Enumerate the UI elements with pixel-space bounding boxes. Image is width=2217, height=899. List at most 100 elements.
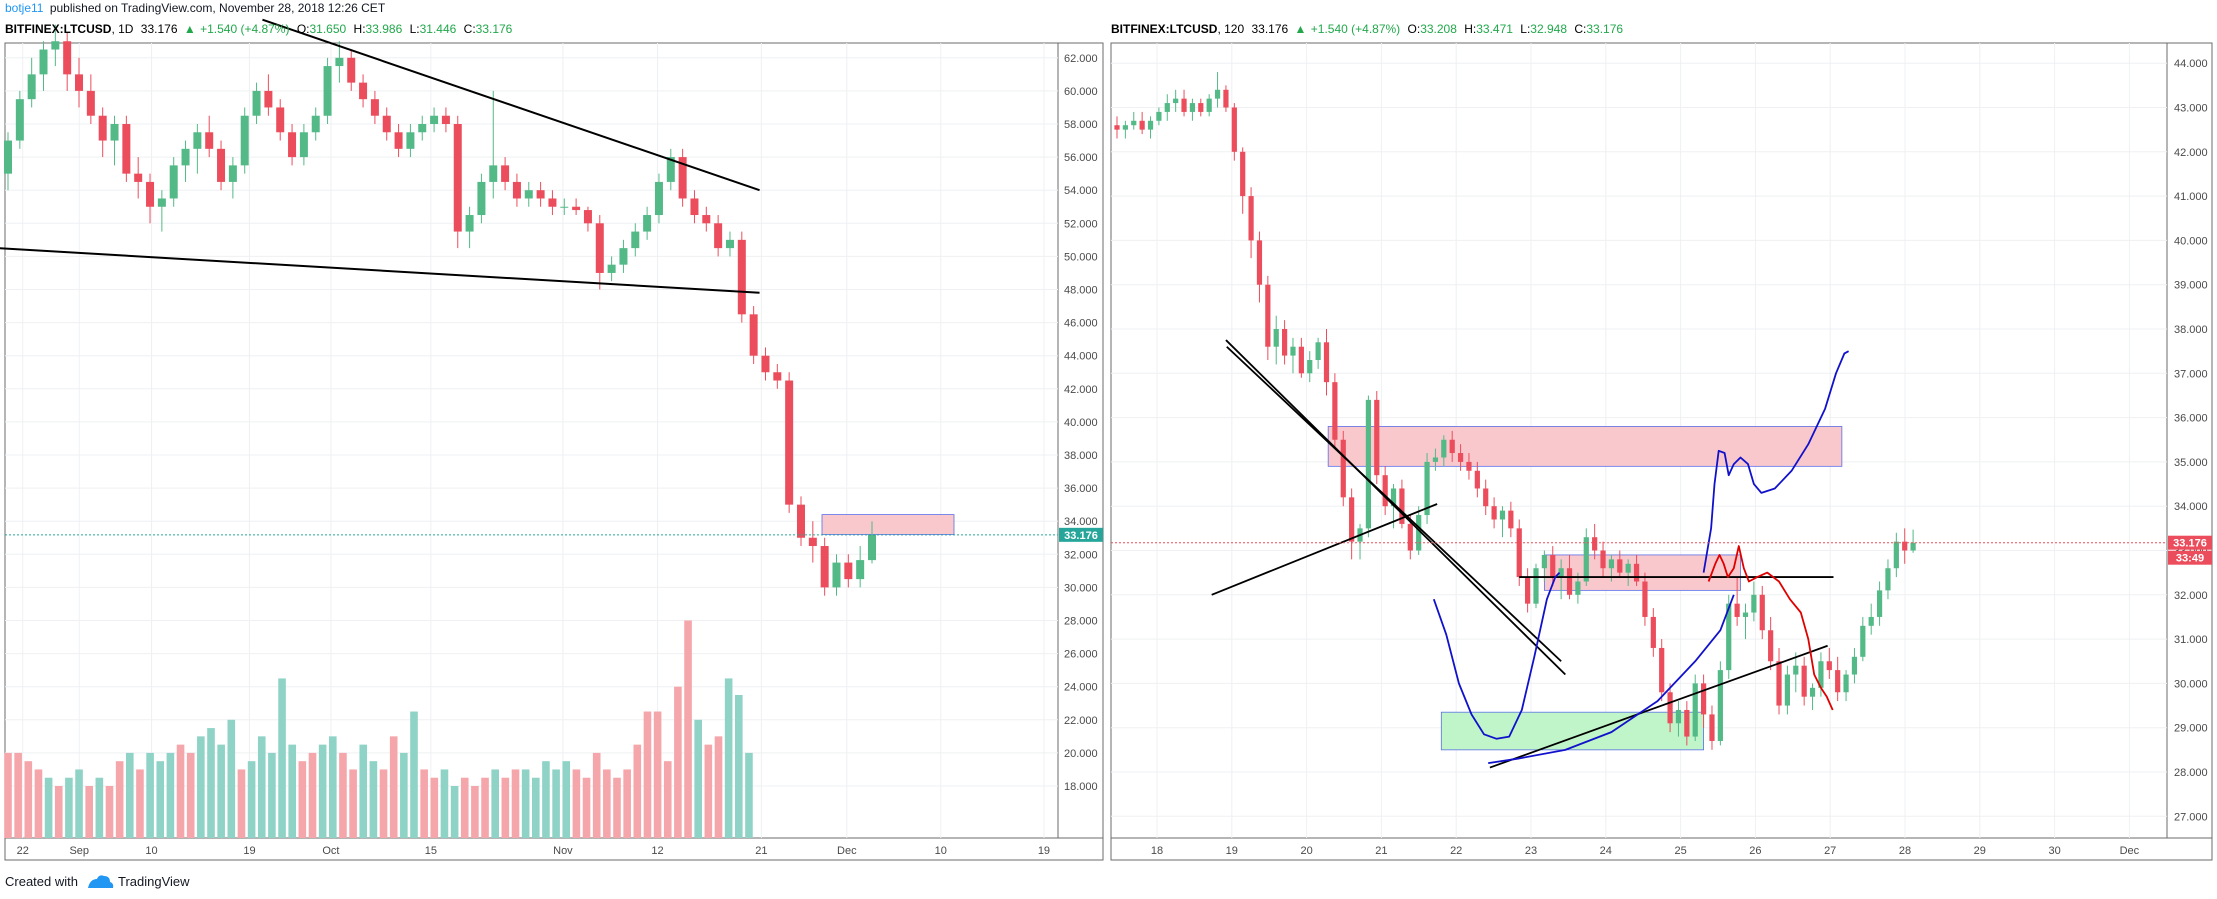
left-volume-bar bbox=[44, 777, 53, 838]
left-volume-bar bbox=[745, 752, 753, 838]
left-candle-body bbox=[157, 198, 166, 207]
left-volume-bar bbox=[166, 752, 175, 838]
right-candle-body bbox=[1307, 360, 1313, 374]
header-line: botje11 published on TradingView.com, No… bbox=[5, 1, 386, 15]
left-candle-body bbox=[347, 57, 356, 83]
left-volume-bar bbox=[349, 769, 357, 838]
left-candle-body bbox=[75, 74, 84, 91]
left-candle-body bbox=[536, 190, 545, 199]
right-candles bbox=[1114, 72, 1916, 750]
right-candle-body bbox=[1231, 107, 1237, 152]
tradingview-link[interactable]: TradingView bbox=[118, 874, 190, 889]
left-candle-body bbox=[15, 99, 24, 141]
right-y-tick-label: 38.000 bbox=[2174, 324, 2208, 336]
left-volume-bar bbox=[288, 744, 296, 838]
right-candle-body bbox=[1566, 568, 1573, 595]
right-candle-body bbox=[1525, 577, 1531, 604]
left-volume-bar bbox=[562, 761, 571, 838]
left-grid bbox=[5, 43, 1058, 838]
left-volume-bar bbox=[186, 752, 195, 838]
left-x-tick-label: Nov bbox=[553, 845, 573, 857]
left-candle-body bbox=[749, 314, 758, 356]
right-candle-body bbox=[1801, 665, 1807, 697]
left-candle-body bbox=[761, 355, 770, 373]
right-x-tick-label: 27 bbox=[1824, 845, 1836, 857]
left-y-tick-label: 44.000 bbox=[1064, 351, 1098, 363]
left-volume-bar bbox=[532, 777, 540, 838]
left-volume-bar bbox=[491, 769, 499, 838]
right-chart-panel[interactable]: 44.000 43.000 42.000 41.000 40.000 39.000 38.0… bbox=[1110, 22, 2213, 861]
right-candle-body bbox=[1114, 125, 1120, 130]
left-volume-bar bbox=[247, 761, 256, 838]
left-y-tick-label: 60.000 bbox=[1064, 86, 1098, 98]
right-x-tick-label: 26 bbox=[1749, 845, 1761, 857]
right-candle-body bbox=[1625, 563, 1631, 573]
left-volume-bar bbox=[592, 752, 601, 838]
left-zone-rect bbox=[821, 514, 955, 535]
left-time-axis: 22 Sep 10 19 Oct 15 Nov 12 21 Dec 10 19 bbox=[17, 845, 1050, 857]
left-candle-body bbox=[524, 190, 533, 199]
left-chart-panel[interactable]: 62.000 60.000 58.000 56.000 54.000 52.000 50.0… bbox=[0, 18, 1104, 861]
left-volume-bar bbox=[318, 744, 327, 838]
left-volume-bar bbox=[501, 777, 510, 838]
right-candle-body bbox=[1491, 506, 1497, 520]
right-x-tick-label: 30 bbox=[2048, 845, 2060, 857]
right-zone-rect bbox=[1440, 711, 1705, 751]
left-candle-body bbox=[193, 132, 202, 149]
left-candle-body bbox=[39, 49, 48, 75]
right-projection-red-path bbox=[1707, 545, 1834, 711]
left-volume-bar bbox=[521, 769, 530, 838]
left-volume-bar bbox=[105, 786, 114, 838]
left-volume-bar bbox=[674, 686, 682, 838]
left-candle-body bbox=[122, 124, 131, 174]
right-candle-body bbox=[1365, 399, 1371, 529]
left-candle-body bbox=[430, 115, 439, 124]
right-x-tick-label: Dec bbox=[2120, 845, 2140, 857]
right-y-tick-label: 34.000 bbox=[2174, 501, 2208, 513]
left-candle-body bbox=[418, 124, 427, 133]
left-volume-bar bbox=[623, 769, 631, 838]
right-candle-body bbox=[1156, 111, 1162, 121]
left-trendline bbox=[262, 18, 760, 192]
right-candle-body bbox=[1868, 616, 1874, 626]
author-link[interactable]: botje11 bbox=[5, 1, 44, 15]
right-y-tick-label: 31.000 bbox=[2174, 634, 2208, 646]
right-candle-body bbox=[1256, 240, 1263, 285]
left-candle-body bbox=[666, 157, 675, 182]
right-candle-body bbox=[1265, 284, 1271, 347]
right-candle-body bbox=[1273, 329, 1279, 347]
right-candle-body bbox=[1876, 590, 1883, 617]
right-x-tick-label: 19 bbox=[1226, 845, 1238, 857]
left-x-tick-label: 19 bbox=[1038, 845, 1050, 857]
left-candle-body bbox=[643, 215, 652, 232]
svg-text:33:49: 33:49 bbox=[2176, 553, 2204, 565]
right-candle-body bbox=[1751, 594, 1757, 613]
right-candle-body bbox=[1826, 661, 1832, 671]
left-volume-bar bbox=[633, 744, 642, 838]
left-candle-body bbox=[832, 562, 841, 588]
right-candle-body bbox=[1851, 656, 1858, 675]
left-candle-body bbox=[773, 372, 782, 381]
left-volume-bar bbox=[400, 752, 408, 838]
left-volume-bar bbox=[278, 678, 286, 838]
right-candle-body bbox=[1818, 661, 1824, 688]
svg-text:33.176: 33.176 bbox=[2173, 538, 2207, 550]
left-legend: BITFINEX:LTCUSD, 1D 33.176 ▲ +1.540 (+4.… bbox=[5, 22, 513, 36]
right-x-tick-label: 29 bbox=[1974, 845, 1986, 857]
right-candle-body bbox=[1558, 568, 1564, 578]
left-candle-body bbox=[217, 148, 226, 182]
left-candle-body bbox=[501, 165, 510, 182]
right-candle-body bbox=[1181, 98, 1187, 112]
left-volume-bar bbox=[268, 752, 276, 838]
left-volume-bar bbox=[24, 761, 33, 838]
left-y-tick-label: 28.000 bbox=[1064, 616, 1098, 628]
right-candle-body bbox=[1315, 342, 1321, 361]
left-candle-body bbox=[489, 165, 498, 182]
left-candle-body bbox=[690, 198, 699, 216]
right-candle-body bbox=[1516, 528, 1522, 578]
left-candle-body bbox=[228, 165, 237, 182]
left-volume-bar bbox=[735, 694, 743, 838]
left-volume-bar bbox=[237, 769, 246, 838]
right-candle-body bbox=[1650, 616, 1656, 648]
left-volume-bar bbox=[410, 711, 418, 838]
